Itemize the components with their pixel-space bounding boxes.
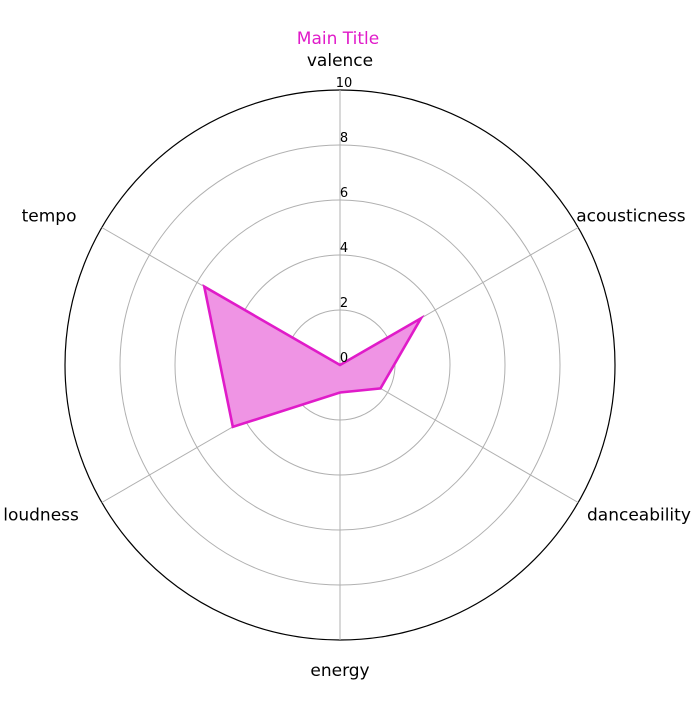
- axis-label-danceability: danceability: [587, 506, 691, 526]
- tick-layer: 0 2 4 6 8 10: [336, 76, 353, 366]
- r-tick-label: 8: [340, 131, 348, 146]
- axis-label-loudness: loudness: [3, 506, 79, 526]
- r-tick-label: 0: [340, 351, 348, 366]
- grid-layer: [64, 89, 616, 641]
- r-tick-label: 2: [340, 296, 348, 311]
- chart-title: Main Title: [297, 29, 379, 49]
- axis-label-valence: valence: [307, 51, 373, 71]
- axis-label-tempo: tempo: [22, 207, 77, 227]
- r-tick-label: 10: [336, 76, 353, 91]
- r-tick-label: 4: [340, 241, 348, 256]
- r-tick-label: 6: [340, 186, 348, 201]
- axis-label-layer: valence acousticness danceability energy lou…: [3, 51, 691, 681]
- series-layer: [202, 284, 425, 429]
- axis-label-energy: energy: [310, 661, 369, 681]
- series-area: [202, 284, 425, 429]
- axis-label-acousticness: acousticness: [576, 207, 686, 227]
